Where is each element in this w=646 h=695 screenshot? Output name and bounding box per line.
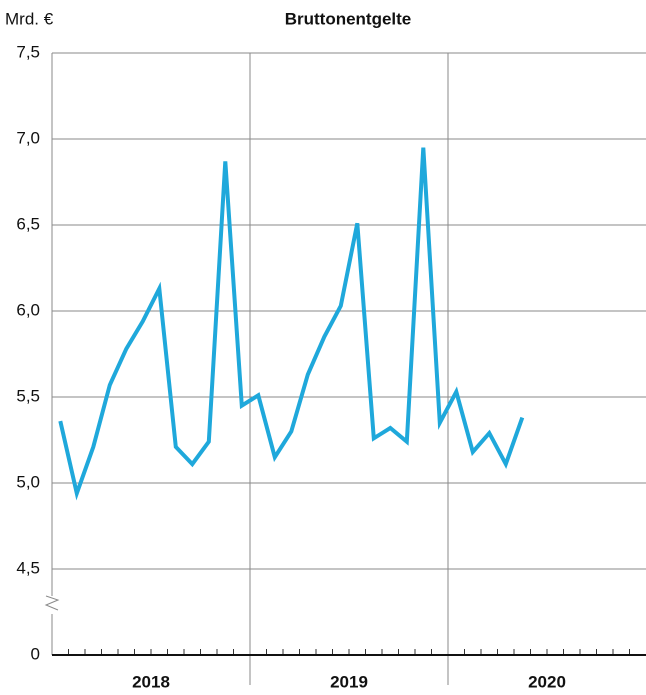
x-tick-label: 2018	[132, 672, 170, 691]
x-tick-label: 2019	[330, 672, 368, 691]
y-tick-label: 5,5	[16, 386, 40, 405]
y-tick-label: 4,5	[16, 558, 40, 577]
y-tick-label: 6,5	[16, 214, 40, 233]
y-tick-label: 5,0	[16, 472, 40, 491]
y-axis-label: Mrd. €	[5, 9, 54, 28]
y-tick-label: 7,5	[16, 42, 40, 61]
y-tick-label: 0	[31, 644, 40, 663]
x-tick-label: 2020	[528, 672, 566, 691]
data-line	[58, 147, 525, 501]
y-tick-label: 6,0	[16, 300, 40, 319]
axis-break	[44, 595, 60, 611]
y-tick-label: 7,0	[16, 128, 40, 147]
chart-title: Bruttonentgelte	[285, 9, 412, 28]
